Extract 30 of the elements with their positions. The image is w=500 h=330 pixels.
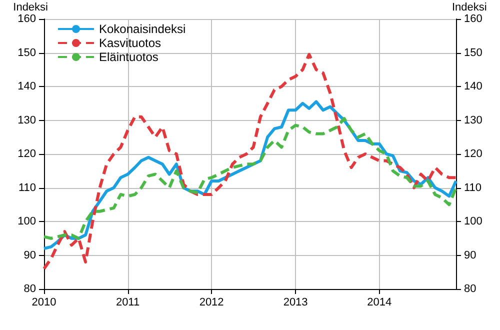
y-tick-label: 100 bbox=[18, 216, 36, 228]
y2-axis-title: Indeksi bbox=[452, 2, 487, 14]
x-tick-label: 2010 bbox=[32, 296, 56, 308]
legend-label: Kasvituotos bbox=[99, 36, 162, 50]
y-tick-label: 150 bbox=[18, 46, 36, 59]
y-tick-label: 160 bbox=[18, 13, 36, 25]
x-tick-label: 2012 bbox=[199, 296, 224, 308]
y-tick-label: 140 bbox=[18, 80, 36, 92]
y2-tick-label: 150 bbox=[464, 46, 482, 59]
y-tick-label: 80 bbox=[24, 283, 36, 295]
y2-tick-label: 130 bbox=[464, 114, 482, 126]
y2-tick-label: 90 bbox=[464, 249, 476, 262]
y2-tick-label: 80 bbox=[464, 283, 476, 295]
x-tick-label: 2014 bbox=[367, 296, 392, 308]
y-axis-title: Indeksi bbox=[13, 2, 48, 14]
line-series bbox=[42, 52, 458, 270]
y2-tick-label: 110 bbox=[464, 182, 482, 194]
legend-label: Eläintuotos bbox=[99, 50, 158, 64]
y-tick-label: 130 bbox=[18, 114, 36, 126]
y2-tick-label: 140 bbox=[464, 80, 482, 92]
y2-tick-label: 160 bbox=[464, 13, 482, 25]
line-series bbox=[42, 117, 458, 240]
x-tick-label: 2013 bbox=[283, 296, 308, 308]
x-tick-label: 2011 bbox=[116, 296, 140, 308]
y-tick-label: 120 bbox=[18, 148, 36, 160]
y2-tick-label: 100 bbox=[464, 216, 482, 228]
y-tick-label: 90 bbox=[24, 249, 36, 262]
y-tick-label: 110 bbox=[18, 182, 36, 194]
y2-tick-label: 120 bbox=[464, 148, 482, 160]
legend-label: Kokonaisindeksi bbox=[99, 22, 186, 36]
